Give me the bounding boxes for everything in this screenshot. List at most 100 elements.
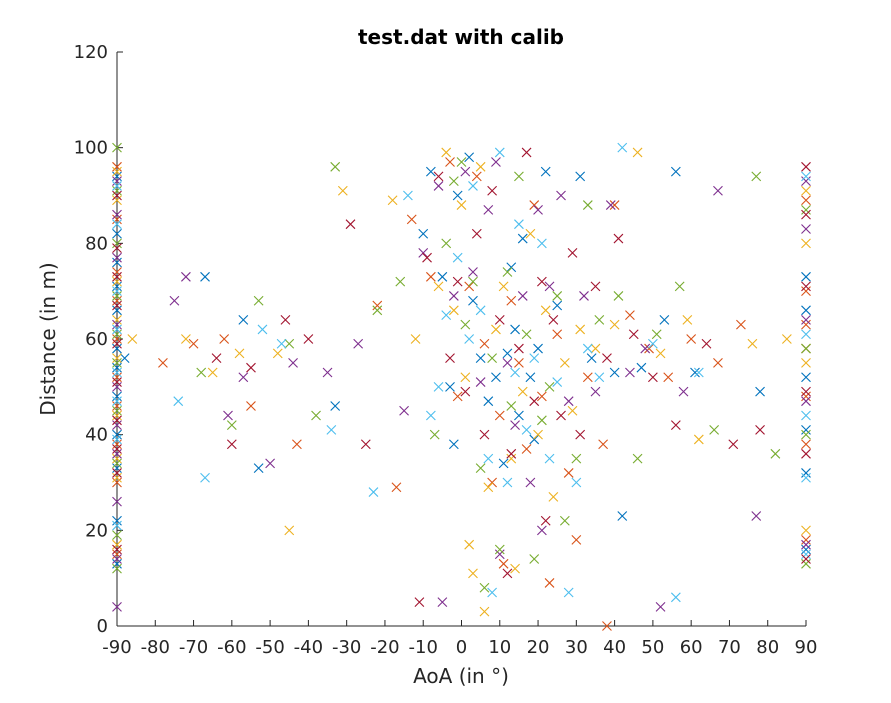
data-point-marker — [112, 367, 122, 378]
data-point-marker — [502, 358, 513, 368]
data-point-marker — [460, 319, 471, 330]
data-point-marker — [487, 587, 498, 598]
data-point-marker — [112, 286, 122, 297]
data-point-marker — [445, 381, 455, 392]
data-point-marker — [540, 305, 551, 316]
data-point-marker — [112, 544, 122, 555]
data-point-marker — [112, 257, 122, 268]
data-point-marker — [483, 453, 494, 464]
series-1 — [112, 157, 811, 631]
data-point-marker — [112, 405, 122, 416]
data-point-marker — [536, 238, 547, 249]
data-point-marker — [326, 424, 337, 435]
data-point-marker — [801, 391, 811, 402]
series-5 — [112, 142, 811, 603]
data-point-marker — [330, 401, 341, 411]
data-point-marker — [479, 582, 490, 593]
data-point-marker — [112, 472, 122, 483]
data-point-marker — [801, 224, 811, 234]
data-point-marker — [468, 295, 478, 306]
x-tick-label: 40 — [603, 637, 626, 658]
x-tick-label: 90 — [795, 637, 818, 658]
data-point-marker — [112, 434, 122, 445]
data-point-marker — [506, 295, 517, 306]
data-point-marker — [556, 190, 566, 201]
data-point-marker — [448, 291, 459, 301]
data-point-marker — [609, 367, 620, 378]
data-point-marker — [112, 549, 122, 560]
series-0 — [112, 152, 811, 569]
x-tick-label: 80 — [756, 637, 779, 658]
data-point-marker — [112, 195, 122, 206]
data-point-marker — [559, 358, 570, 368]
y-tick-label: 60 — [85, 329, 108, 350]
data-point-marker — [670, 592, 681, 603]
data-point-marker — [674, 281, 685, 292]
series-4 — [112, 142, 811, 593]
data-point-marker — [112, 463, 122, 474]
data-point-marker — [544, 281, 555, 292]
data-point-marker — [112, 343, 122, 354]
data-point-marker — [112, 453, 122, 464]
data-point-marker — [441, 147, 452, 158]
data-point-marker — [112, 324, 122, 335]
y-tick-label: 100 — [74, 138, 108, 159]
data-point-marker — [284, 525, 295, 536]
data-point-marker — [536, 415, 547, 426]
data-point-marker — [468, 181, 478, 191]
data-point-marker — [747, 338, 758, 349]
data-point-marker — [112, 520, 122, 531]
data-point-marker — [801, 372, 811, 383]
data-point-marker — [112, 563, 122, 574]
data-point-marker — [475, 305, 486, 316]
data-point-marker — [582, 200, 593, 210]
data-point-marker — [445, 157, 455, 167]
data-point-marker — [701, 338, 712, 349]
data-point-marker — [112, 252, 122, 263]
x-tick-label: 20 — [527, 637, 550, 658]
data-point-marker — [770, 448, 781, 459]
x-tick-label: -30 — [332, 637, 361, 658]
data-point-marker — [632, 453, 643, 464]
data-point-marker — [112, 554, 122, 564]
data-point-marker — [468, 276, 478, 287]
data-point-marker — [360, 439, 371, 450]
data-point-marker — [112, 243, 122, 254]
data-point-marker — [112, 171, 122, 182]
x-tick-label: 30 — [565, 637, 588, 658]
data-point-marker — [456, 157, 467, 167]
data-point-marker — [498, 558, 509, 569]
data-point-marker — [678, 386, 689, 397]
data-point-marker — [651, 329, 662, 340]
data-point-marker — [540, 166, 551, 177]
x-tick-label: -50 — [255, 637, 284, 658]
data-point-marker — [801, 161, 811, 172]
data-point-marker — [713, 185, 723, 196]
data-point-marker — [506, 448, 517, 459]
data-point-marker — [801, 539, 811, 550]
data-point-marker — [311, 410, 321, 421]
data-point-marker — [425, 410, 436, 421]
data-point-marker — [494, 549, 505, 560]
data-point-marker — [112, 238, 122, 249]
data-point-marker — [437, 271, 448, 282]
data-point-marker — [655, 601, 666, 612]
data-point-marker — [514, 358, 524, 368]
data-point-marker — [801, 544, 811, 555]
data-point-marker — [514, 171, 524, 182]
data-point-marker — [452, 391, 463, 402]
data-point-marker — [590, 343, 601, 354]
data-point-marker — [801, 343, 811, 354]
data-point-marker — [112, 410, 122, 421]
data-point-marker — [533, 343, 543, 354]
data-point-marker — [265, 458, 275, 469]
data-point-marker — [112, 377, 122, 387]
data-point-marker — [303, 334, 314, 344]
data-point-marker — [112, 305, 122, 316]
data-point-marker — [471, 171, 482, 182]
data-point-marker — [112, 300, 122, 311]
data-point-marker — [112, 161, 122, 172]
data-point-marker — [514, 410, 524, 421]
data-point-marker — [112, 444, 122, 454]
